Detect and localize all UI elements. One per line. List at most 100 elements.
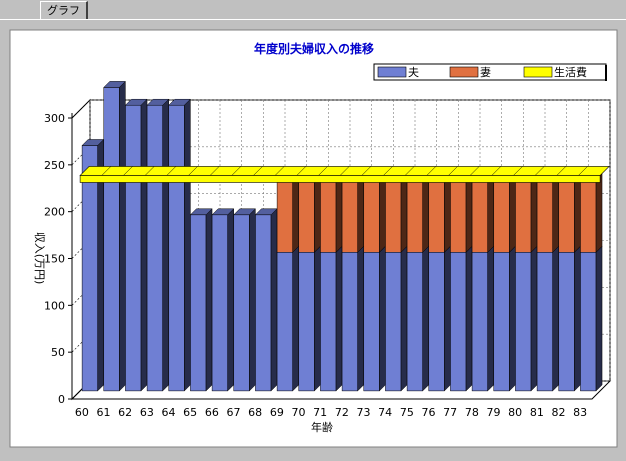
bar-husband bbox=[493, 252, 510, 392]
x-tick-label: 77 bbox=[443, 406, 457, 419]
bar-husband bbox=[471, 252, 488, 392]
bar-wife bbox=[428, 177, 445, 253]
bar-wife-side bbox=[335, 170, 343, 253]
x-tick-label: 66 bbox=[205, 406, 219, 419]
bar-husband bbox=[515, 252, 532, 392]
x-tick-label: 76 bbox=[422, 406, 436, 419]
living-cost-band-seam bbox=[318, 166, 328, 176]
bar-husband-side bbox=[335, 245, 343, 392]
bar-husband bbox=[298, 252, 315, 392]
x-tick-label: 63 bbox=[140, 406, 154, 419]
living-cost-band-seam bbox=[556, 166, 566, 176]
bar-wife bbox=[493, 177, 510, 253]
bar-husband-side bbox=[162, 98, 169, 392]
bar-husband-side bbox=[444, 245, 451, 392]
bar-wife-side bbox=[465, 170, 473, 253]
x-tick-label: 78 bbox=[465, 406, 479, 419]
living-cost-band-seam bbox=[339, 166, 350, 176]
bar-husband bbox=[146, 104, 163, 392]
bar-husband bbox=[536, 252, 553, 392]
bar-husband-side bbox=[140, 98, 148, 392]
legend-swatch bbox=[449, 66, 479, 78]
bar-wife bbox=[558, 177, 575, 253]
bar-husband-side bbox=[227, 208, 234, 392]
y-tick-label: 50 bbox=[51, 346, 65, 359]
bar-husband bbox=[276, 252, 293, 392]
y-tick-label: 250 bbox=[44, 159, 65, 172]
bar-husband bbox=[450, 252, 467, 392]
bar-husband bbox=[363, 252, 380, 392]
legend-swatch bbox=[377, 66, 407, 78]
bar-husband-side bbox=[530, 245, 538, 392]
x-tick-label: 75 bbox=[400, 406, 414, 419]
y-tick-label: 100 bbox=[44, 299, 65, 312]
living-cost-band-seam bbox=[491, 166, 501, 176]
living-cost-band-seam bbox=[534, 166, 545, 176]
living-cost-band-seam bbox=[404, 166, 415, 176]
living-cost-band-seam bbox=[231, 166, 241, 176]
bar-wife-side bbox=[595, 170, 603, 253]
living-cost-band-seam bbox=[188, 166, 198, 176]
bar-husband bbox=[103, 87, 120, 392]
bar-husband-top bbox=[168, 98, 191, 106]
bar-wife-side bbox=[422, 170, 429, 253]
bar-husband-side bbox=[314, 245, 321, 392]
x-tick-label: 80 bbox=[508, 406, 522, 419]
x-tick-label: 70 bbox=[292, 406, 306, 419]
tab-graph[interactable]: グラフ bbox=[40, 1, 88, 20]
x-tick-label: 65 bbox=[183, 406, 197, 419]
bar-husband-side bbox=[574, 245, 581, 392]
bar-husband-side bbox=[487, 245, 494, 392]
x-tick-label: 68 bbox=[248, 406, 262, 419]
x-tick-label: 81 bbox=[530, 406, 544, 419]
x-tick-label: 72 bbox=[335, 406, 349, 419]
living-cost-band-seam bbox=[448, 166, 458, 176]
bar-husband-side bbox=[292, 245, 299, 392]
y-tick-label: 200 bbox=[44, 206, 65, 219]
legend: 夫 妻 生活費 bbox=[373, 63, 607, 81]
bar-wife bbox=[341, 177, 358, 253]
bar-husband-side bbox=[379, 245, 386, 392]
bar-husband bbox=[320, 252, 337, 392]
bar-wife bbox=[580, 177, 597, 253]
bar-wife-side bbox=[444, 170, 451, 253]
bar-husband-side bbox=[357, 245, 364, 392]
living-cost-band-seam bbox=[383, 166, 393, 176]
living-cost-band-seam bbox=[209, 166, 220, 176]
bar-wife bbox=[320, 177, 337, 253]
x-tick-label: 73 bbox=[357, 406, 371, 419]
x-axis-title: 年齢 bbox=[311, 420, 333, 434]
living-cost-band-seam bbox=[578, 166, 588, 176]
bar-wife-side bbox=[314, 170, 321, 253]
living-cost-band-seam bbox=[101, 166, 111, 176]
bar-husband-top bbox=[233, 208, 256, 216]
bar-wife-side bbox=[400, 170, 408, 253]
bar-husband-top bbox=[103, 81, 126, 88]
bar-husband bbox=[255, 214, 272, 392]
bar-wife bbox=[450, 177, 467, 253]
bar-husband-side bbox=[119, 80, 126, 392]
x-tick-label: 61 bbox=[97, 406, 111, 419]
tab-strip: グラフ bbox=[0, 0, 626, 20]
bar-husband bbox=[233, 214, 250, 392]
bar-husband-side bbox=[249, 208, 256, 392]
gridline-side bbox=[71, 99, 91, 119]
bar-wife-side bbox=[574, 170, 581, 253]
x-tick-label: 69 bbox=[270, 406, 284, 419]
bar-husband bbox=[190, 214, 207, 392]
bar-husband bbox=[211, 214, 228, 392]
bar-wife-side bbox=[357, 170, 364, 253]
y-tick-label: 150 bbox=[44, 253, 65, 266]
living-cost-band bbox=[79, 175, 601, 183]
living-cost-band-seam bbox=[426, 166, 436, 176]
legend-label: 妻 bbox=[480, 66, 491, 79]
bar-husband-side bbox=[509, 245, 516, 392]
bar-husband-side bbox=[270, 208, 278, 392]
bar-wife-side bbox=[379, 170, 386, 253]
x-tick-label: 64 bbox=[162, 406, 176, 419]
bar-wife bbox=[298, 177, 315, 253]
bar-husband-top bbox=[211, 208, 235, 216]
bar-wife bbox=[385, 177, 402, 253]
y-tick-label: 0 bbox=[58, 393, 65, 406]
chart-title: 年度別夫婦収入の推移 bbox=[254, 41, 374, 56]
